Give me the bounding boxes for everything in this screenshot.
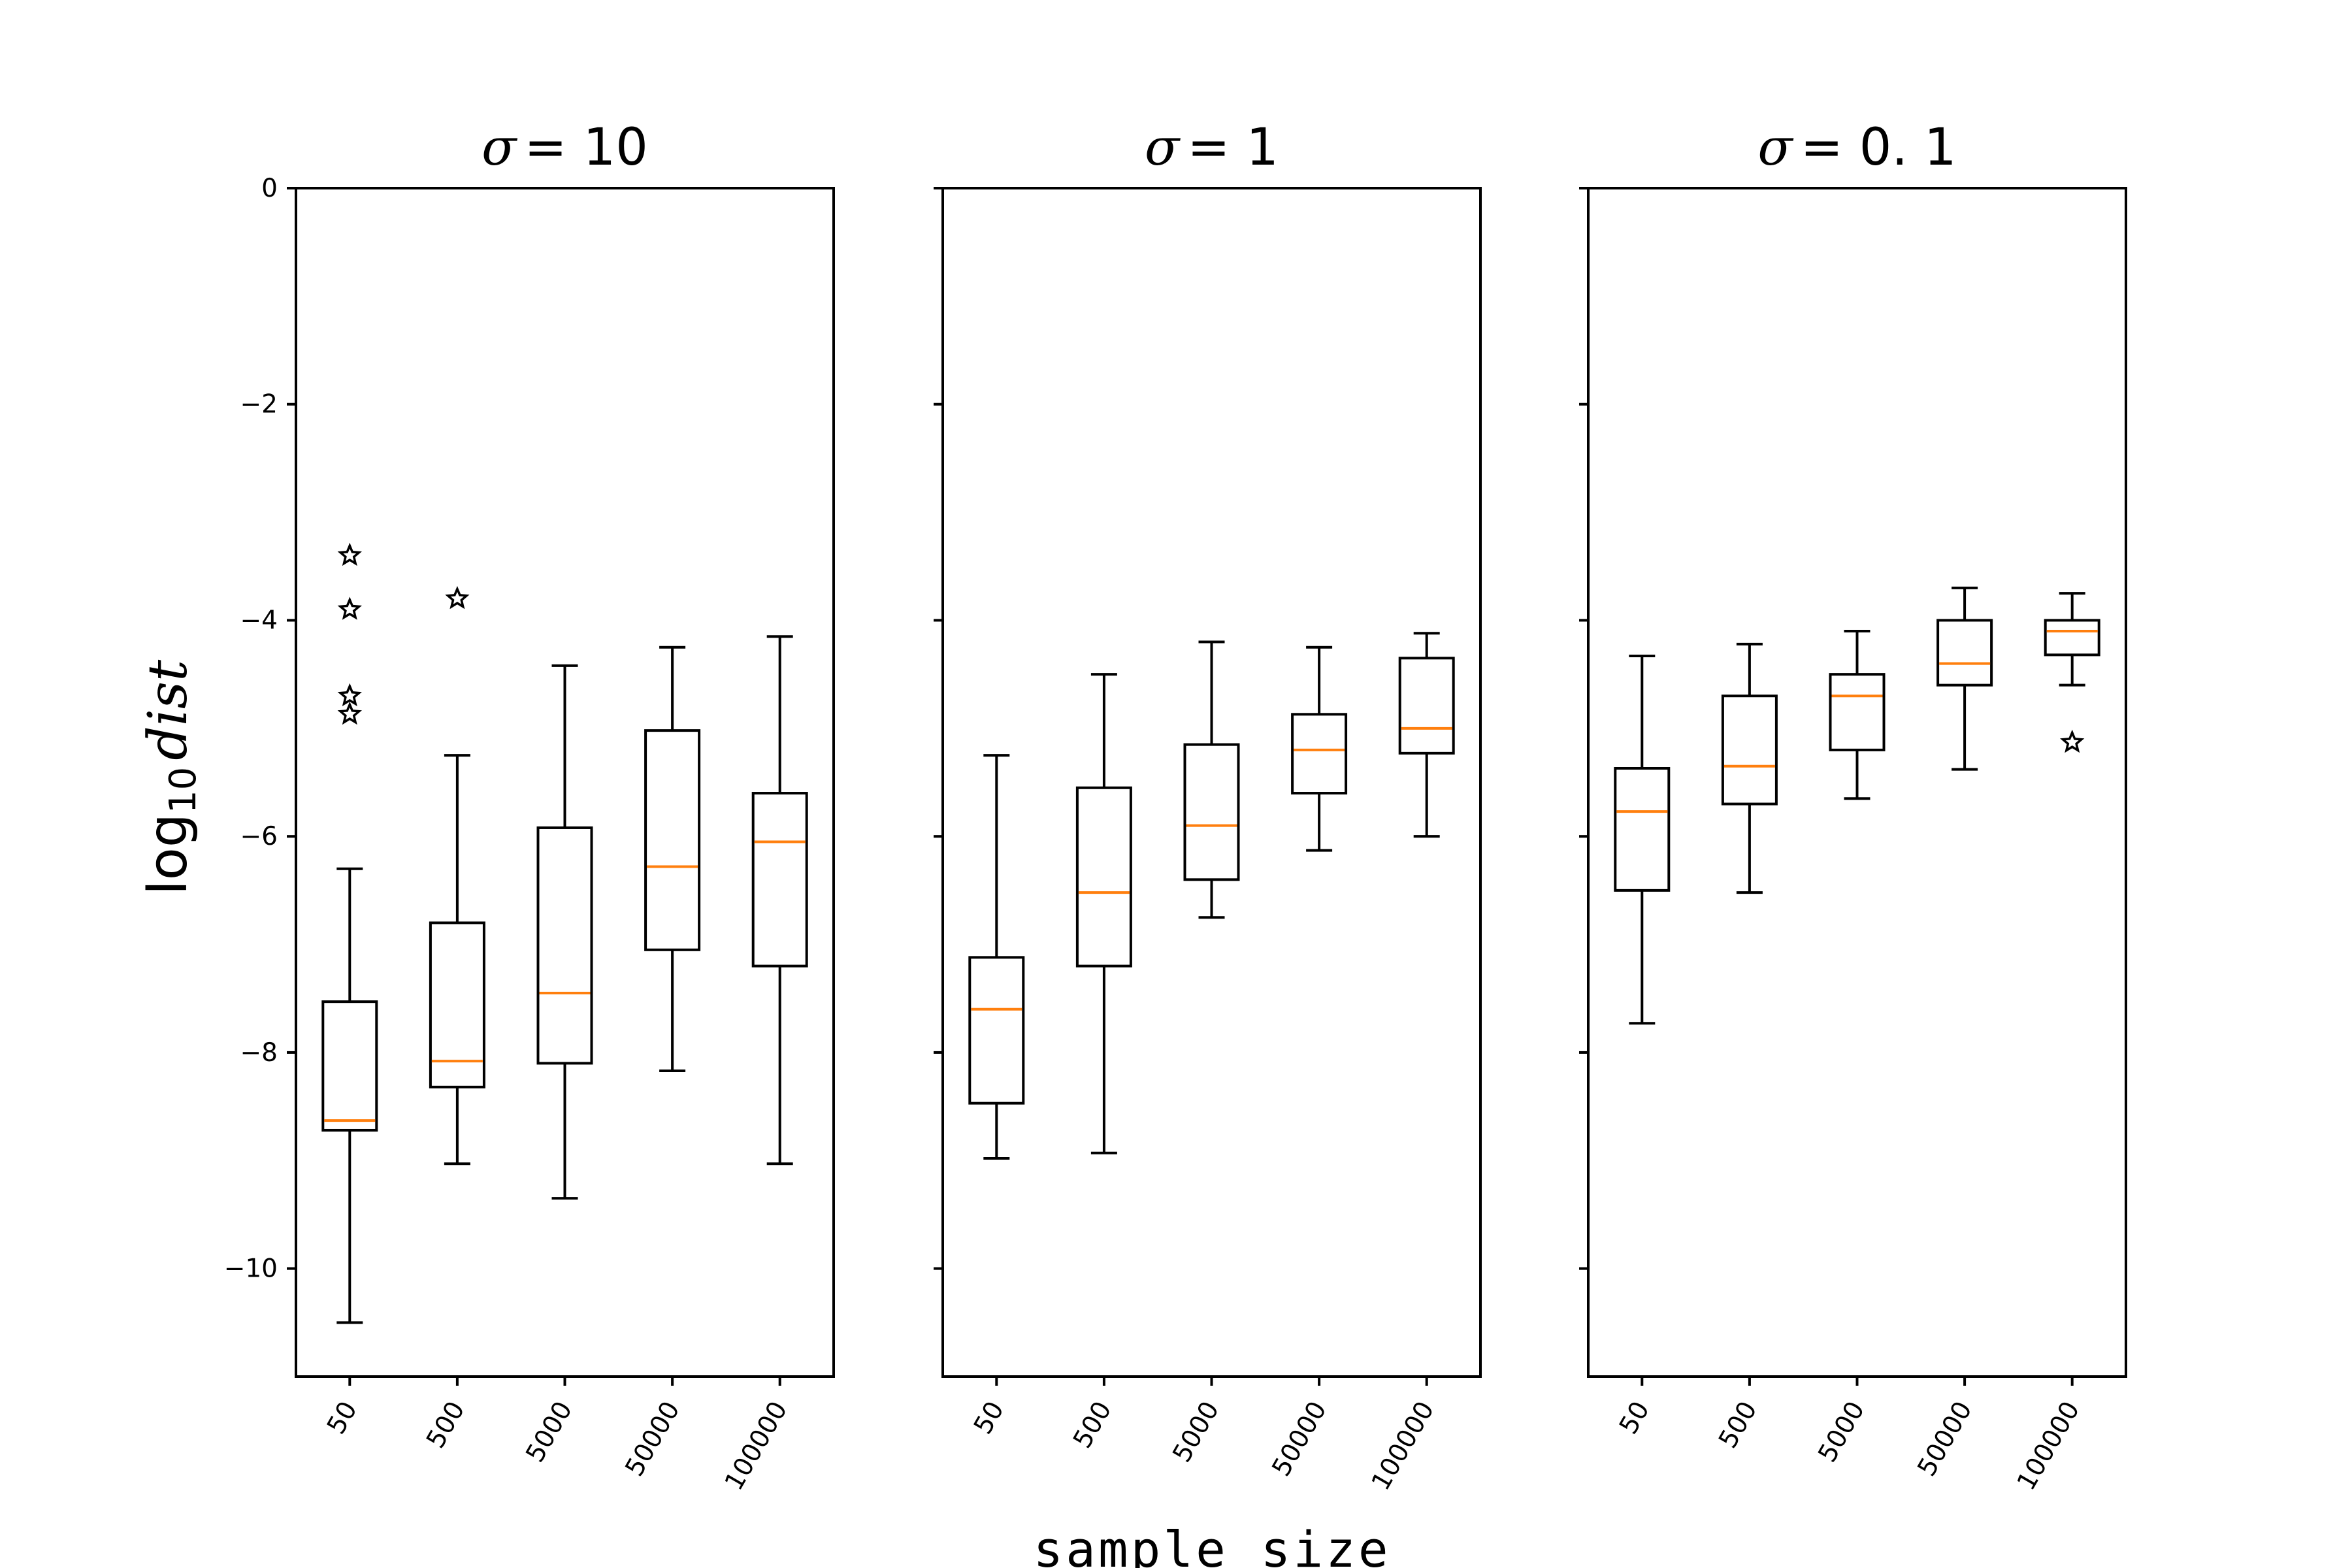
box-iqr <box>751 792 808 968</box>
x-tick-label: 50000 <box>1267 1397 1333 1482</box>
y-tick-label: −2 <box>240 390 278 419</box>
box-iqr <box>1398 657 1455 755</box>
panel-title-value: = 1 <box>1187 118 1279 177</box>
y-tick-label: −6 <box>240 822 278 851</box>
box-500 <box>1721 642 1778 894</box>
box-50000 <box>644 645 701 1073</box>
outlier-star <box>337 683 362 706</box>
outlier-star <box>337 596 362 620</box>
box-50000 <box>1936 586 1993 771</box>
y-axis-label-subscript: 10 <box>162 767 204 813</box>
box-500 <box>1075 673 1132 1154</box>
box-100000 <box>2044 592 2100 753</box>
x-tick-label: 100000 <box>2012 1397 2085 1495</box>
y-tick-label: 0 <box>261 174 278 203</box>
box-iqr <box>1614 767 1671 892</box>
box-iqr <box>1721 694 1778 806</box>
box-iqr <box>1075 786 1132 968</box>
x-tick-label: 5000 <box>521 1397 579 1467</box>
x-tick-label: 100000 <box>719 1397 793 1495</box>
x-tick-label: 50000 <box>1912 1397 1978 1482</box>
panel-title: σ = 1 <box>1145 118 1279 177</box>
box-50 <box>1614 655 1671 1025</box>
box-iqr <box>536 826 593 1065</box>
y-axis-label: log10 dist <box>137 659 204 895</box>
box-50000 <box>1291 645 1348 852</box>
box-iqr <box>1291 713 1348 795</box>
x-tick-label: 50 <box>321 1397 363 1439</box>
x-tick-label: 500 <box>1713 1397 1763 1454</box>
x-axis-label: sample size <box>1033 1520 1390 1568</box>
box-5000 <box>536 664 593 1200</box>
x-tick-label: 500 <box>1068 1397 1117 1454</box>
box-50 <box>968 754 1025 1160</box>
x-tick-label: 100000 <box>1366 1397 1440 1495</box>
box-100000 <box>1398 632 1455 838</box>
outlier-star <box>2060 729 2085 753</box>
outlier-star <box>445 585 470 610</box>
box-5000 <box>1829 629 1886 800</box>
panel-2: σ = 1 50 500 5000 50000 100000 <box>934 118 1482 1495</box>
x-tick-label: 50 <box>1614 1397 1656 1439</box>
y-tick-label: −4 <box>240 606 278 635</box>
box-iqr <box>1829 673 1886 751</box>
box-iqr <box>644 729 701 951</box>
x-tick-label: 5000 <box>1168 1397 1226 1467</box>
box-500 <box>429 585 485 1166</box>
x-tick-label: 5000 <box>1813 1397 1871 1467</box>
box-iqr <box>2044 619 2100 657</box>
panel-title-symbol: σ <box>1145 118 1181 177</box>
axes-frame <box>941 187 1482 1378</box>
x-tick-label: 50000 <box>620 1397 686 1482</box>
box-iqr <box>1183 743 1240 881</box>
y-tick-label: −8 <box>240 1038 278 1068</box>
panel-title: σ = 10 <box>482 118 648 177</box>
y-axis-label-base: log <box>137 813 199 895</box>
outlier-star <box>337 701 362 725</box>
y-tick-label: −10 <box>224 1254 278 1284</box>
box-100000 <box>751 635 808 1166</box>
panel-title-value: = 0. 1 <box>1801 118 1957 177</box>
box-iqr <box>321 1000 378 1132</box>
outlier-star <box>337 542 362 566</box>
box-50 <box>321 542 378 1324</box>
panel-title-symbol: σ <box>1757 118 1793 177</box>
box-iqr <box>1936 619 1993 687</box>
x-tick-label: 50 <box>968 1397 1010 1439</box>
box-5000 <box>1183 640 1240 919</box>
panel-1: σ = 10 0 −2 −4 −6 −8 −10 50 500 5000 50000 100000 <box>224 118 835 1495</box>
x-tick-label: 500 <box>421 1397 470 1454</box>
box-iqr <box>429 921 485 1088</box>
panel-title-symbol: σ <box>482 118 517 177</box>
y-axis-label-var: dist <box>137 659 199 760</box>
box-iqr <box>968 956 1025 1105</box>
panel-title-value: = 10 <box>524 118 647 177</box>
panel-title: σ = 0. 1 <box>1757 118 1956 177</box>
panel-3: σ = 0. 1 50 500 5000 50000 100000 <box>1579 118 2127 1495</box>
